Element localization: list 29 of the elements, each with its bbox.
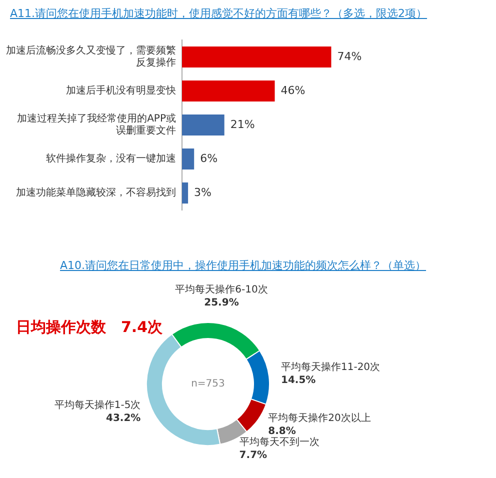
bar [182, 80, 275, 102]
data-label: 43.2% [106, 413, 141, 424]
data-label: 7.7% [239, 450, 268, 462]
slice-label: 平均每天操作1-5次 [54, 399, 141, 412]
data-label: 8.8% [268, 426, 296, 437]
slice-label: 平均每天不到一次 [239, 436, 320, 448]
y-tick-label: 加速后流畅没多久又变慢了，需要频繁反复操作 [6, 44, 176, 69]
data-label: 14.5% [280, 374, 316, 386]
slice-label: 平均每天操作6-10次 [175, 283, 268, 296]
y-tick-label: 加速后手机没有明显变快 [66, 84, 176, 97]
text: n=753 [191, 378, 225, 390]
bar [182, 46, 332, 68]
bar [182, 148, 194, 170]
slice-label: 平均每天操作20次以上 [268, 412, 371, 424]
chart-title: A10.请问您在日常使用中，操作使用手机加速功能的频次怎么样？（单选） [60, 258, 426, 273]
data-label: 25.9% [204, 297, 239, 308]
bar [182, 182, 188, 204]
data-label: 3% [194, 186, 212, 199]
text: 日均操作次数 7.4次 [16, 318, 164, 336]
slice-label: 平均每天操作11-20次 [280, 360, 380, 373]
bar [182, 114, 224, 136]
chart-title: A11.请问您在使用手机加速功能时，使用感觉不好的方面有哪些？（多选，限选2项） [10, 6, 428, 21]
data-label: 46% [280, 84, 306, 97]
data-label: 21% [230, 118, 255, 131]
y-tick-label: 软件操作复杂，没有一键加速 [46, 152, 176, 165]
y-tick-label: 加速过程关掉了我经常使用的APP或误删重要文件 [17, 112, 176, 137]
data-label: 6% [200, 152, 218, 165]
data-label: 74% [337, 50, 362, 63]
y-tick-label: 加速功能菜单隐藏较深，不容易找到 [16, 186, 176, 199]
